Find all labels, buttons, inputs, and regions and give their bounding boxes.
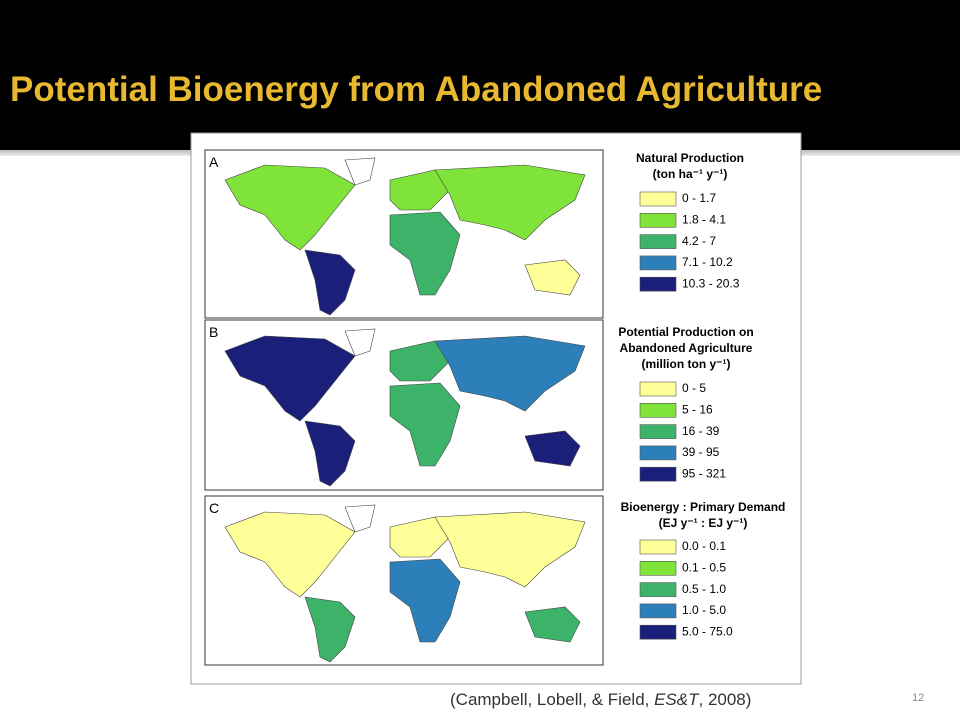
legend-swatch xyxy=(639,234,677,249)
legend-swatch xyxy=(639,582,677,597)
citation-text: , 2008) xyxy=(698,690,752,709)
legend-title: Abandoned Agriculture xyxy=(620,341,753,355)
legend-swatch xyxy=(639,560,677,576)
legend-label: 0 - 5 xyxy=(682,381,706,395)
legend-label: 0.1 - 0.5 xyxy=(682,560,726,574)
legend-swatch xyxy=(639,445,677,461)
legend-swatch xyxy=(639,276,677,292)
legend-label: 5 - 16 xyxy=(682,402,713,416)
legend-title: Potential Production on xyxy=(618,325,753,339)
panel-label: B xyxy=(209,324,218,340)
legend-label: 1.0 - 5.0 xyxy=(682,603,726,617)
legend-label: 5.0 - 75.0 xyxy=(682,624,733,638)
citation-text: (Campbell, Lobell, & Field, xyxy=(450,690,655,709)
legend-title: (EJ y⁻¹ : EJ y⁻¹) xyxy=(659,516,748,530)
citation-journal: ES&T xyxy=(654,690,699,709)
legend-label: 95 - 321 xyxy=(682,466,726,480)
legend-label: 0.0 - 0.1 xyxy=(682,539,726,553)
panel-label: A xyxy=(209,154,219,170)
legend-label: 4.2 - 7 xyxy=(682,234,716,248)
legend-title: Natural Production xyxy=(636,151,744,165)
legend-title: Bioenergy : Primary Demand xyxy=(621,500,786,514)
panel-label: C xyxy=(209,500,219,516)
legend-swatch xyxy=(639,624,677,640)
legend-swatch xyxy=(639,539,677,555)
legend-label: 7.1 - 10.2 xyxy=(682,255,733,269)
legend-swatch xyxy=(639,466,677,482)
legend-title: (million ton y⁻¹) xyxy=(642,357,731,371)
legend-label: 16 - 39 xyxy=(682,424,720,438)
legend-swatch xyxy=(639,402,677,418)
legend-swatch xyxy=(639,381,677,397)
legend-swatch xyxy=(639,424,677,439)
legend-swatch xyxy=(639,255,677,271)
citation: (Campbell, Lobell, & Field, ES&T, 2008) xyxy=(450,690,751,710)
legend-swatch xyxy=(639,191,677,207)
legend-label: 1.8 - 4.1 xyxy=(682,212,726,226)
page-number: 12 xyxy=(912,692,925,704)
legend-label: 39 - 95 xyxy=(682,445,720,459)
legend-swatch xyxy=(639,603,677,619)
legend-label: 0 - 1.7 xyxy=(682,191,716,205)
legend-title: (ton ha⁻¹ y⁻¹) xyxy=(653,167,728,181)
legend-label: 10.3 - 20.3 xyxy=(682,276,740,290)
legend-label: 0.5 - 1.0 xyxy=(682,582,726,596)
legend-swatch xyxy=(639,213,677,228)
slide-title: Potential Bioenergy from Abandoned Agric… xyxy=(10,70,823,109)
header-bar xyxy=(0,0,960,150)
